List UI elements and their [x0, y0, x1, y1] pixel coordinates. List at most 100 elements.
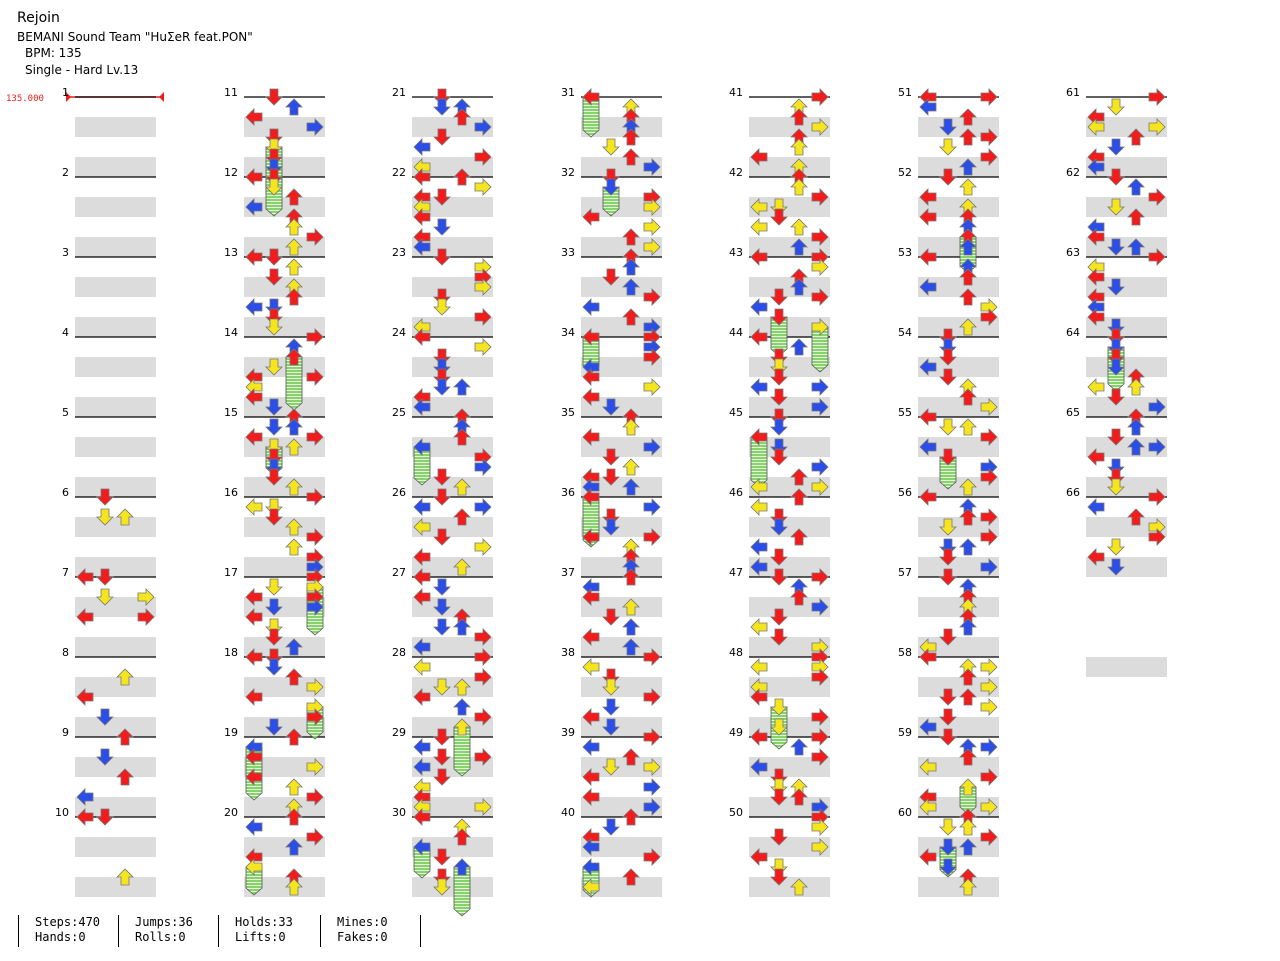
step-arrow [582, 208, 600, 226]
measure-band [918, 377, 999, 397]
measure-band [244, 717, 325, 737]
measure-band [581, 717, 662, 737]
step-arrow [959, 868, 977, 886]
step-arrow [285, 238, 303, 256]
measure-band [749, 797, 830, 817]
step-arrow [622, 228, 640, 246]
step-arrow [582, 628, 600, 646]
step-arrow [285, 98, 303, 116]
measure-number: 56 [898, 486, 912, 499]
measure-band [581, 377, 662, 397]
step-arrow [1087, 158, 1105, 176]
step-arrow [1087, 298, 1105, 316]
measure-band [918, 837, 999, 857]
step-arrow [622, 808, 640, 826]
measure-number: 19 [224, 726, 238, 739]
step-arrow [622, 458, 640, 476]
step-arrow [622, 148, 640, 166]
measure-band [1086, 337, 1167, 357]
step-arrow [790, 138, 808, 156]
step-arrow [453, 478, 471, 496]
step-arrow [790, 878, 808, 896]
step-arrow [285, 338, 303, 356]
step-arrow [811, 478, 829, 496]
measure-band [244, 137, 325, 157]
step-arrow [622, 128, 640, 146]
measure-band [244, 437, 325, 457]
step-arrow [770, 208, 788, 226]
measure-band [412, 317, 493, 337]
step-arrow [790, 738, 808, 756]
measure-band [918, 717, 999, 737]
step-arrow [433, 748, 451, 766]
step-arrow [790, 488, 808, 506]
step-arrow [245, 388, 263, 406]
step-arrow [474, 628, 492, 646]
measure-number: 5 [62, 406, 69, 419]
step-arrow [433, 678, 451, 696]
measure-number: 55 [898, 406, 912, 419]
step-arrow [750, 848, 768, 866]
step-arrow [811, 808, 829, 826]
measure-band [749, 377, 830, 397]
step-arrow [582, 388, 600, 406]
step-arrow [919, 798, 937, 816]
step-arrow [643, 328, 661, 346]
step-arrow [1087, 308, 1105, 326]
step-arrow [245, 688, 263, 706]
measure-band [75, 437, 156, 457]
measure-band [75, 577, 156, 597]
step-arrow [96, 748, 114, 766]
measure-band [75, 317, 156, 337]
song-title: Rejoin [17, 10, 60, 26]
step-arrow [602, 178, 620, 196]
step-arrow [622, 258, 640, 276]
step-arrow [265, 178, 283, 196]
measure-number: 21 [392, 86, 406, 99]
step-arrow [622, 638, 640, 656]
measure-band [581, 597, 662, 617]
measure-band [412, 457, 493, 477]
measure-band [749, 577, 830, 597]
step-arrow [1087, 498, 1105, 516]
measure-band [244, 297, 325, 317]
step-arrow [939, 448, 957, 466]
measure-band [918, 397, 999, 417]
step-arrow [939, 688, 957, 706]
stat-rolls: Rolls:0 [135, 930, 186, 944]
step-arrow [919, 98, 937, 116]
step-arrow [919, 208, 937, 226]
step-arrow [76, 788, 94, 806]
step-arrow [265, 318, 283, 336]
measure-number: 25 [392, 406, 406, 419]
measure-number: 58 [898, 646, 912, 659]
step-arrow [265, 248, 283, 266]
step-arrow [980, 148, 998, 166]
step-arrow [811, 648, 829, 666]
step-arrow [811, 258, 829, 276]
step-arrow [245, 648, 263, 666]
measure-band [581, 197, 662, 217]
measure-band [918, 677, 999, 697]
step-arrow [959, 178, 977, 196]
step-arrow [959, 618, 977, 636]
measure-band [244, 377, 325, 397]
measure-band [412, 137, 493, 157]
measure-band [918, 257, 999, 277]
stats-col-3: Holds:33 Lifts:0 [218, 915, 293, 947]
step-arrow [939, 858, 957, 876]
step-arrow [959, 818, 977, 836]
step-arrow [413, 638, 431, 656]
step-arrow [622, 568, 640, 586]
step-arrow [980, 398, 998, 416]
stats-col-1: Steps:470 Hands:0 [18, 915, 100, 947]
measure-number: 50 [729, 806, 743, 819]
step-arrow [413, 518, 431, 536]
step-arrow [582, 578, 600, 596]
measure-band [75, 837, 156, 857]
measure-band [412, 537, 493, 557]
measure-band [749, 817, 830, 837]
measure-band [244, 597, 325, 617]
step-arrow [1148, 438, 1166, 456]
step-arrow [622, 548, 640, 566]
